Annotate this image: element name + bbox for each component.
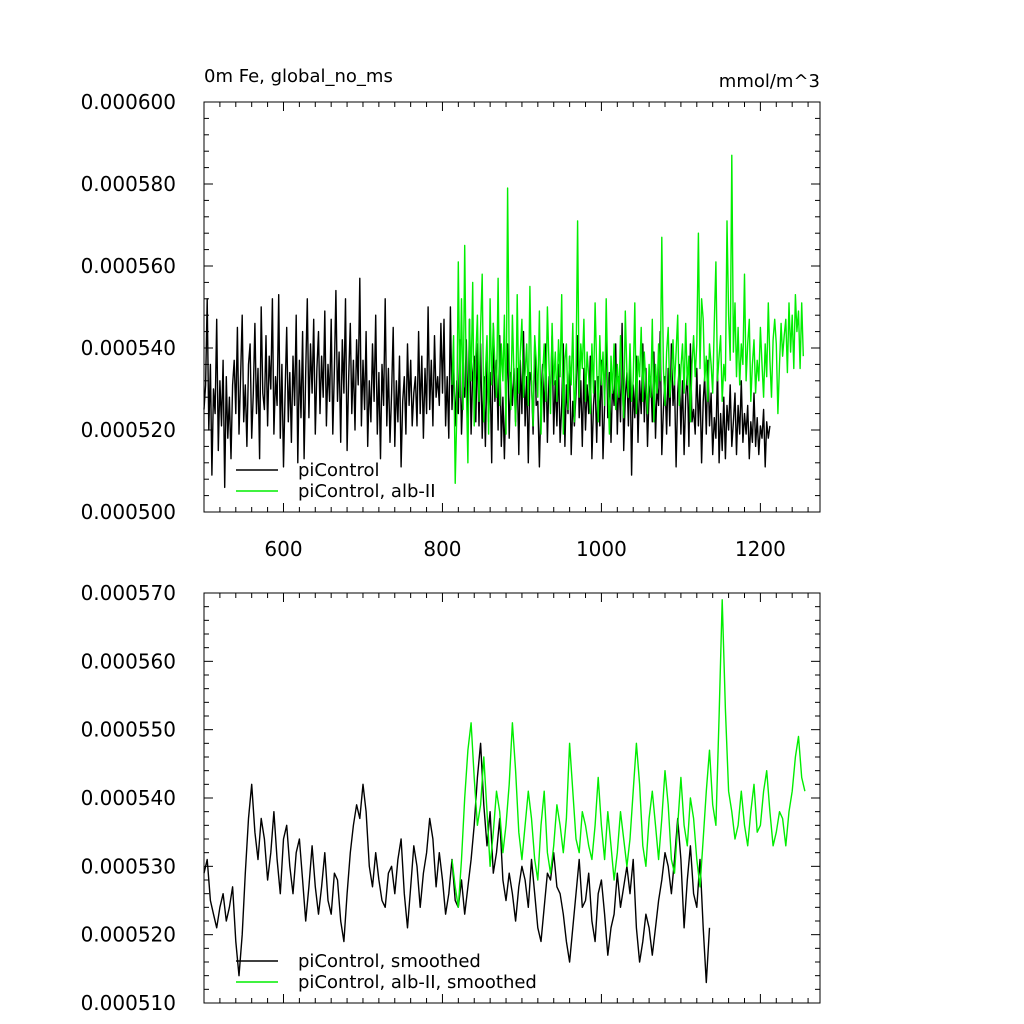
top-plot-frame <box>203 101 821 513</box>
top-lines <box>203 154 804 489</box>
top-units-label: mmol/m^3 <box>719 71 820 92</box>
y-tick-label: 0.000600 <box>81 90 176 114</box>
bottom-legend-label-piControl-smoothed: piControl, smoothed <box>298 951 481 972</box>
top-legend-label-piControl: piControl <box>298 460 380 481</box>
y-tick-label: 0.000550 <box>81 718 176 742</box>
top-xtick-labels: 600 800 1000 1200 <box>264 537 785 561</box>
y-tick-label: 0.000510 <box>81 991 176 1015</box>
bottom-ytick-labels: 0.000510 0.000520 0.000530 0.000540 0.000550… <box>81 581 176 1015</box>
y-tick-label: 0.000570 <box>81 581 176 605</box>
x-tick-label: 1200 <box>735 537 786 561</box>
bottom-legend: piControl, smoothed piControl, alb-II, s… <box>236 951 537 993</box>
top-legend: piControl piControl, alb-II <box>236 460 436 502</box>
bottom-plot-frame <box>203 592 821 1004</box>
x-tick-label: 600 <box>264 537 302 561</box>
series-line-alb-II <box>451 154 804 484</box>
series-line-alb-II <box>451 599 806 908</box>
panel-top: 0m Fe, global_no_ms mmol/m^3 0.0005000.0… <box>81 66 821 561</box>
series-line-piControl <box>203 742 711 984</box>
y-tick-label: 0.000540 <box>81 336 176 360</box>
top-chart-title: 0m Fe, global_no_ms <box>204 66 393 87</box>
bottom-legend-label-alb-II-smoothed: piControl, alb-II, smoothed <box>298 972 537 993</box>
y-tick-label: 0.000500 <box>81 500 176 524</box>
y-tick-label: 0.000560 <box>81 254 176 278</box>
bottom-ticks <box>203 592 820 1004</box>
y-tick-label: 0.000560 <box>81 649 176 673</box>
top-ticks <box>203 101 820 513</box>
y-tick-label: 0.000580 <box>81 172 176 196</box>
panel-bottom: 0.000510 0.000520 0.000530 0.000540 0.000550… <box>81 581 821 1015</box>
x-tick-label: 800 <box>423 537 461 561</box>
x-tick-label: 1000 <box>576 537 627 561</box>
y-tick-label: 0.000530 <box>81 854 176 878</box>
y-tick-label: 0.000520 <box>81 418 176 442</box>
top-ytick-labels: 0.000500 0.000520 0.000540 0.000560 0.000580… <box>81 90 176 524</box>
y-tick-label: 0.000520 <box>81 923 176 947</box>
top-legend-label-alb-II: piControl, alb-II <box>298 481 436 502</box>
bottom-lines <box>203 599 806 984</box>
y-tick-label: 0.000540 <box>81 786 176 810</box>
